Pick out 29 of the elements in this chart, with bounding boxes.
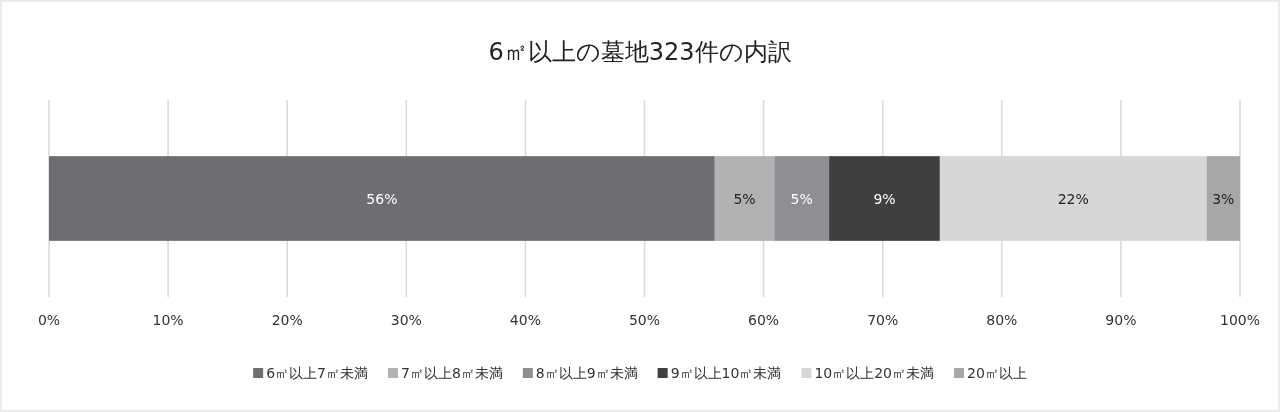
bar xyxy=(714,156,775,241)
x-tick-label: 90% xyxy=(1105,312,1137,328)
legend-label: 9㎡以上10㎡未満 xyxy=(670,365,782,381)
x-tick-label: 20% xyxy=(271,312,303,328)
legend-label: 10㎡以上20㎡未満 xyxy=(814,365,935,381)
chart-title: 6㎡以上の墓地323件の内訳 xyxy=(488,38,792,66)
x-tick-label: 50% xyxy=(628,312,661,328)
x-tick-label: 0% xyxy=(37,312,61,328)
data-label: 5% xyxy=(790,190,813,207)
bar xyxy=(1206,156,1240,241)
bar xyxy=(49,156,715,241)
x-tick-label: 10% xyxy=(152,312,184,328)
data-label: 56% xyxy=(366,190,398,207)
bar xyxy=(829,156,940,241)
x-tick-label: 100% xyxy=(1219,312,1261,328)
legend-label: 7㎡以上8㎡未満 xyxy=(400,365,503,381)
legend-label: 6㎡以上7㎡未満 xyxy=(266,365,368,381)
legend-label: 8㎡以上9㎡未満 xyxy=(535,365,638,381)
data-label: 3% xyxy=(1212,190,1235,207)
bar xyxy=(774,156,830,241)
x-tick-label: 70% xyxy=(867,312,899,328)
x-tick-label: 60% xyxy=(748,312,780,328)
data-label: 22% xyxy=(1057,190,1089,207)
x-tick-label: 30% xyxy=(390,312,422,328)
legend-label: 20㎡以上 xyxy=(967,365,1027,381)
data-label: 5% xyxy=(733,190,756,207)
x-tick-label: 40% xyxy=(509,312,541,328)
data-label: 9% xyxy=(873,190,896,207)
x-tick-label: 80% xyxy=(986,312,1018,328)
